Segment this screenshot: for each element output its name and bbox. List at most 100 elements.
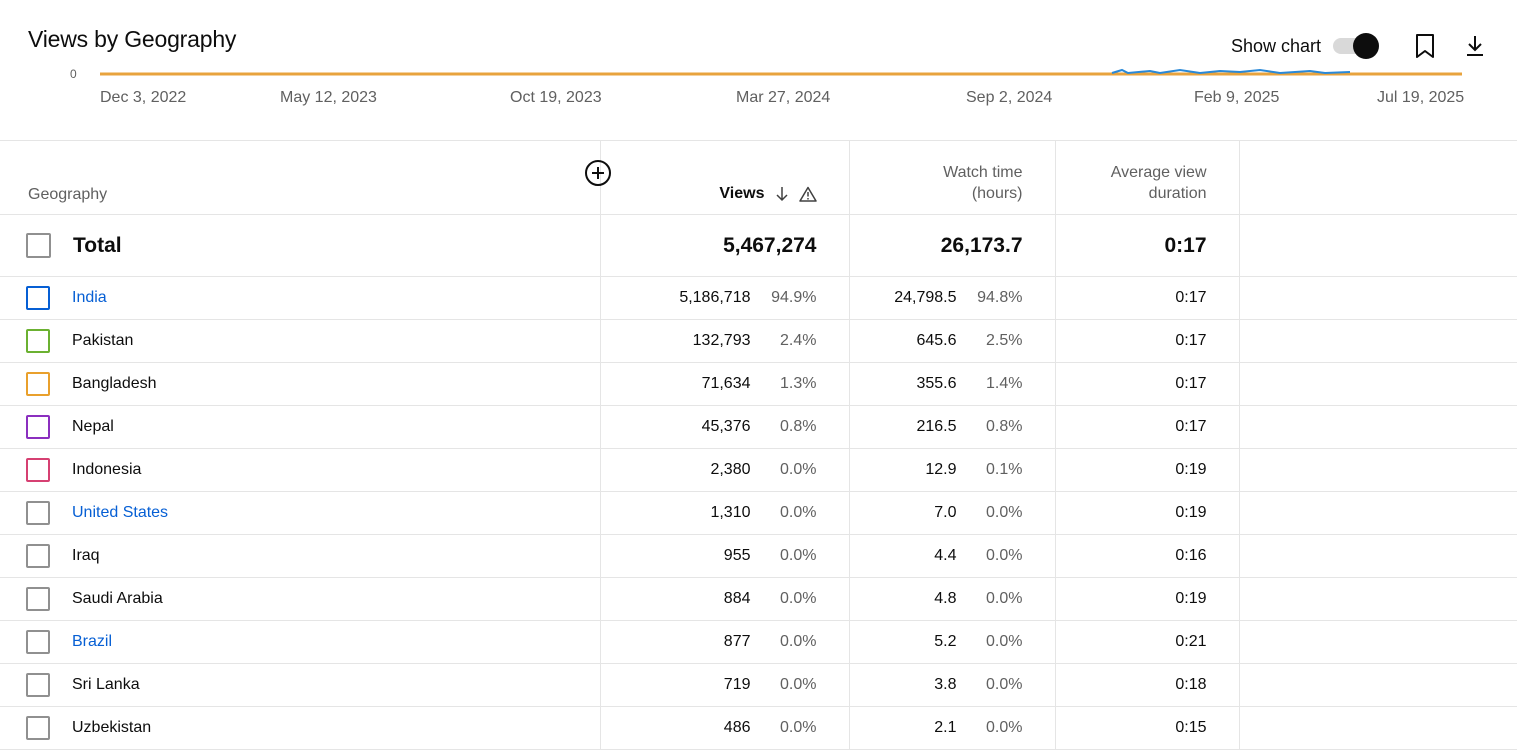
- warning-icon[interactable]: [798, 186, 817, 202]
- watch-time-percent: 0.0%: [986, 719, 1023, 736]
- show-chart-toggle[interactable]: [1333, 32, 1381, 60]
- avg-duration-header-line1: Average view: [1110, 164, 1207, 181]
- total-views: 5,467,274: [723, 233, 817, 257]
- sort-descending-icon[interactable]: [775, 186, 789, 202]
- report-header: Views by Geography Show chart 0 Dec 3, 2…: [0, 0, 1517, 141]
- table-row: Sri Lanka 719 0.0% 3.8 0.0% 0:18: [0, 663, 1517, 707]
- watch-time-header-line2: (hours): [971, 185, 1023, 202]
- row-checkbox[interactable]: [26, 415, 50, 439]
- x-tick-label: May 12, 2023: [280, 89, 377, 106]
- views-value: 1,310: [710, 504, 751, 521]
- total-row: Total 5,467,274 26,173.7 0:17: [0, 214, 1517, 277]
- add-column-icon[interactable]: [584, 159, 612, 187]
- geography-column-header[interactable]: Geography: [0, 141, 611, 215]
- row-checkbox[interactable]: [26, 372, 50, 396]
- views-value: 132,793: [692, 332, 751, 349]
- row-checkbox[interactable]: [26, 587, 50, 611]
- row-checkbox[interactable]: [26, 501, 50, 525]
- geography-name: Pakistan: [72, 332, 134, 349]
- watch-time-value: 216.5: [916, 418, 957, 435]
- row-checkbox[interactable]: [26, 329, 50, 353]
- geography-name: Bangladesh: [72, 375, 157, 392]
- row-checkbox[interactable]: [26, 673, 50, 697]
- watch-time-value: 645.6: [916, 332, 957, 349]
- table-row: India 5,186,718 94.9% 24,798.5 94.8% 0:17: [0, 276, 1517, 320]
- watch-time-value: 355.6: [916, 375, 957, 392]
- geography-name: Nepal: [72, 418, 114, 435]
- watch-time-value: 4.4: [934, 547, 957, 564]
- watch-time-value: 4.8: [934, 590, 957, 607]
- row-checkbox[interactable]: [26, 544, 50, 568]
- empty-column-header: [1238, 141, 1517, 215]
- total-checkbox[interactable]: [26, 233, 51, 258]
- chart-series-spike: [1111, 68, 1351, 75]
- watch-time-percent: 0.1%: [986, 461, 1023, 478]
- views-percent: 0.0%: [780, 547, 817, 564]
- views-percent: 0.8%: [780, 418, 817, 435]
- geography-header-label: Geography: [28, 186, 108, 203]
- avg-duration-value: 0:17: [1175, 332, 1207, 349]
- x-tick-label: Oct 19, 2023: [510, 89, 602, 106]
- watch-time-percent: 94.8%: [977, 289, 1023, 306]
- x-tick-label: Dec 3, 2022: [100, 89, 187, 106]
- table-row: United States 1,310 0.0% 7.0 0.0% 0:19: [0, 491, 1517, 535]
- geography-name[interactable]: United States: [72, 504, 169, 521]
- views-percent: 0.0%: [780, 504, 817, 521]
- views-value: 884: [723, 590, 751, 607]
- watch-time-percent: 0.0%: [986, 676, 1023, 693]
- row-checkbox[interactable]: [26, 630, 50, 654]
- geography-name: Sri Lanka: [72, 676, 140, 693]
- table-row: Iraq 955 0.0% 4.4 0.0% 0:16: [0, 534, 1517, 578]
- views-percent: 0.0%: [780, 461, 817, 478]
- geography-name: Iraq: [72, 547, 100, 564]
- avg-duration-value: 0:19: [1175, 461, 1207, 478]
- total-label: Total: [73, 233, 122, 257]
- row-checkbox[interactable]: [26, 716, 50, 740]
- avg-duration-value: 0:21: [1175, 633, 1207, 650]
- table-row: Pakistan 132,793 2.4% 645.6 2.5% 0:17: [0, 319, 1517, 363]
- watch-time-percent: 0.0%: [986, 547, 1023, 564]
- views-value: 45,376: [701, 418, 751, 435]
- watch-time-header-line1: Watch time: [943, 164, 1023, 181]
- views-percent: 1.3%: [780, 375, 817, 392]
- views-percent: 0.0%: [780, 633, 817, 650]
- total-avg-duration: 0:17: [1164, 233, 1207, 257]
- avg-duration-column-header[interactable]: Average view duration: [1054, 141, 1239, 215]
- geography-name[interactable]: India: [72, 289, 107, 306]
- watch-time-percent: 0.8%: [986, 418, 1023, 435]
- row-checkbox[interactable]: [26, 458, 50, 482]
- watch-time-percent: 0.0%: [986, 633, 1023, 650]
- x-tick-label: Sep 2, 2024: [966, 89, 1053, 106]
- download-button[interactable]: [1457, 28, 1493, 64]
- views-value: 955: [723, 547, 751, 564]
- toggle-knob: [1353, 33, 1379, 59]
- geography-name[interactable]: Brazil: [72, 633, 113, 650]
- views-percent: 2.4%: [780, 332, 817, 349]
- table-row: Brazil 877 0.0% 5.2 0.0% 0:21: [0, 620, 1517, 664]
- views-column-header[interactable]: Views: [599, 141, 849, 215]
- table-row: Uzbekistan 486 0.0% 2.1 0.0% 0:15: [0, 706, 1517, 750]
- header-controls: Show chart: [1231, 28, 1493, 64]
- total-watch-time: 26,173.7: [940, 233, 1023, 257]
- views-percent: 94.9%: [771, 289, 817, 306]
- y-axis-zero-label: 0: [70, 67, 77, 81]
- watch-time-value: 24,798.5: [894, 289, 957, 306]
- avg-duration-value: 0:15: [1175, 719, 1207, 736]
- views-value: 719: [723, 676, 751, 693]
- avg-duration-value: 0:17: [1175, 418, 1207, 435]
- watch-time-column-header[interactable]: Watch time (hours): [848, 141, 1055, 215]
- avg-duration-value: 0:17: [1175, 289, 1207, 306]
- x-tick-label: Jul 19, 2025: [1377, 89, 1465, 106]
- views-value: 2,380: [710, 461, 751, 478]
- geography-name: Indonesia: [72, 461, 142, 478]
- watch-time-percent: 0.0%: [986, 590, 1023, 607]
- watch-time-percent: 1.4%: [986, 375, 1023, 392]
- geography-name: Saudi Arabia: [72, 590, 163, 607]
- views-chart: 0 Dec 3, 2022 May 12, 2023 Oct 19, 2023 …: [60, 62, 1480, 112]
- show-chart-label: Show chart: [1230, 35, 1321, 56]
- watch-time-value: 2.1: [934, 719, 957, 736]
- table-row: Indonesia 2,380 0.0% 12.9 0.1% 0:19: [0, 448, 1517, 492]
- row-checkbox[interactable]: [26, 286, 50, 310]
- bookmark-button[interactable]: [1407, 28, 1443, 64]
- avg-duration-value: 0:19: [1175, 504, 1207, 521]
